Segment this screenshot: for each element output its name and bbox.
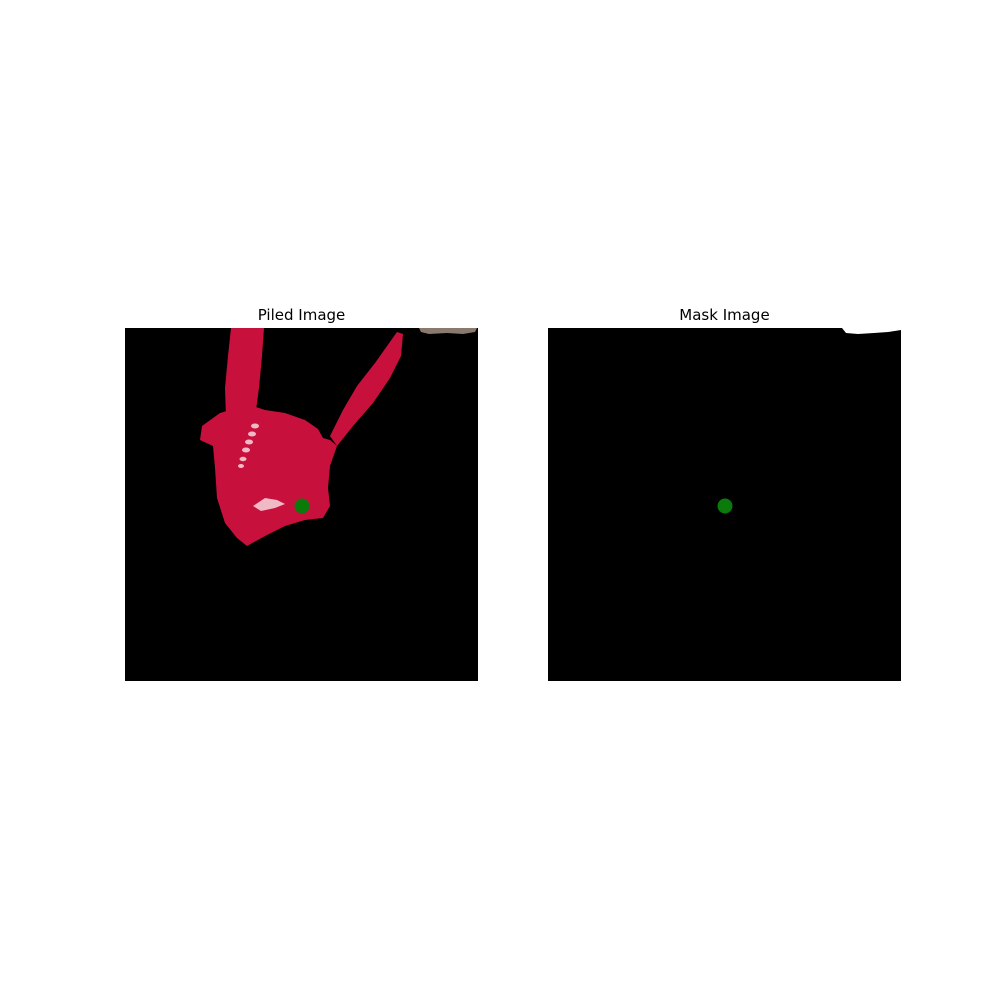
piled-image-canvas [125,328,478,681]
point-marker [717,498,733,514]
piled-image-title: Piled Image [257,306,346,324]
point-marker [294,498,310,514]
mask-image-canvas [548,328,901,681]
mask-region [842,328,901,334]
fabric-right-strap [330,332,403,446]
mask-image-panel [548,328,901,681]
mask-image-title: Mask Image [679,306,770,324]
fabric-left-strap [225,328,264,418]
fabric-highlights [238,423,285,511]
corner-object [419,328,477,334]
piled-image-panel [125,328,478,681]
